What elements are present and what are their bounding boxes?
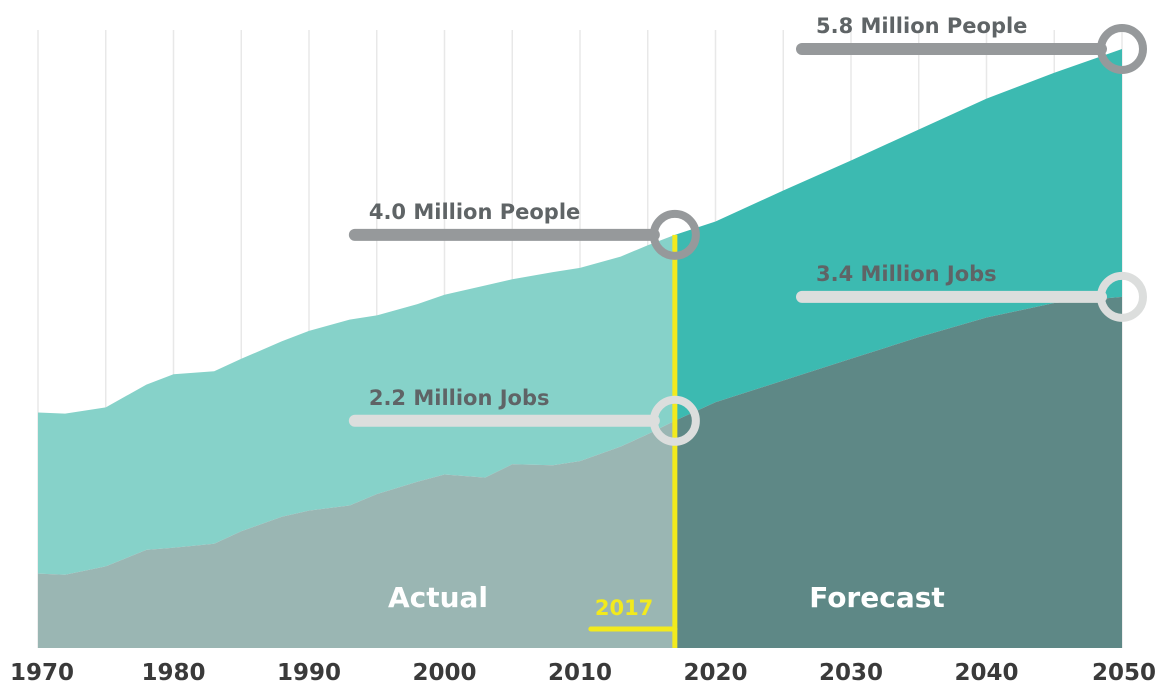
- annotations: 5.8 Million People 4.0 Million People 3.4 …: [348, 14, 1147, 446]
- area-series: [38, 49, 1122, 648]
- jobs-area-actual: [38, 420, 675, 648]
- x-axis-ticks: 1970 1980 1990 2000 2010 2020 2030 2040 2050: [10, 660, 1156, 686]
- annotation-label: 5.8 Million People: [816, 14, 1027, 38]
- people-area-forecast: [674, 49, 1122, 421]
- current-year-label: 2017: [595, 596, 653, 620]
- x-tick-label: 2040: [954, 660, 1018, 686]
- annotation-ring: [1097, 271, 1147, 322]
- x-tick-label: 1970: [10, 660, 74, 686]
- x-tick-label: 2030: [819, 660, 883, 686]
- x-tick-label: 1990: [277, 660, 341, 686]
- region-labels: Actual Forecast: [388, 581, 945, 614]
- annotation-ring: [649, 395, 700, 446]
- x-tick-label: 2050: [1092, 660, 1156, 686]
- forecast-label: Forecast: [809, 581, 945, 614]
- annotation-label: 2.2 Million Jobs: [369, 386, 550, 410]
- annotation-ring: [649, 209, 700, 260]
- x-tick-label: 1980: [141, 660, 205, 686]
- annotation-label: 4.0 Million People: [369, 200, 580, 224]
- annotation-ring: [1097, 23, 1147, 74]
- actual-label: Actual: [388, 581, 488, 614]
- people-area-actual: [38, 234, 675, 575]
- x-tick-label: 2010: [548, 660, 612, 686]
- annotation-label: 3.4 Million Jobs: [816, 262, 997, 286]
- jobs-area-forecast: [674, 296, 1122, 648]
- x-tick-label: 2000: [412, 660, 476, 686]
- x-tick-label: 2020: [683, 660, 747, 686]
